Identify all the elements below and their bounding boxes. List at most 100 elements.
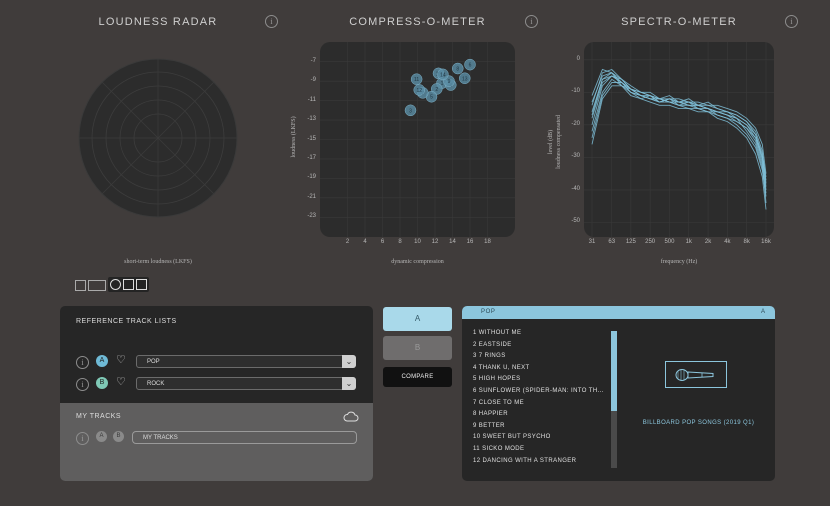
badge-a[interactable]: A	[96, 355, 108, 367]
scatter-point-label: 13	[462, 76, 468, 82]
track-list-item[interactable]: 5 HIGH HOPES	[473, 376, 521, 383]
track-list-item[interactable]: 4 THANK U, NEXT	[473, 364, 530, 371]
view-square-icon	[136, 279, 147, 290]
view-wide-rect-icon	[88, 280, 106, 291]
playlist-name: POP	[481, 309, 496, 315]
info-icon[interactable]: i	[76, 378, 89, 391]
y-tick-label: -21	[307, 193, 316, 200]
scatter-point	[413, 84, 425, 96]
track-list-scrollbar[interactable]	[611, 331, 617, 468]
cloud-icon[interactable]	[343, 409, 359, 427]
spectro-y-ticks: 0 -10 -20 -30 -40 -50	[564, 42, 582, 237]
scatter-point-label: 1	[441, 81, 444, 87]
my-tracks-badge-a[interactable]: A	[96, 431, 107, 442]
spectrum-series-line	[591, 68, 767, 184]
y-tick-label: -7	[310, 57, 316, 64]
spectro-plot-area	[584, 42, 774, 237]
info-icon[interactable]: i	[76, 432, 89, 445]
track-list-item[interactable]: 2 EASTSIDE	[473, 341, 512, 348]
x-tick-label: 500	[664, 239, 675, 245]
spectrum-series-line	[591, 75, 767, 204]
scatter-point-label: 6	[469, 63, 472, 69]
chevron-down-icon[interactable]: ⌄	[342, 355, 356, 368]
reference-track-lists-title: REFERENCE TRACK LISTS	[76, 318, 177, 325]
playlist-header: POP A	[462, 306, 775, 319]
info-icon[interactable]: i	[525, 15, 538, 28]
track-list-item[interactable]: 7 CLOSE TO ME	[473, 399, 524, 406]
y-tick-label: -9	[310, 77, 316, 84]
x-tick-label: 16k	[761, 239, 771, 245]
scatter-point	[410, 73, 423, 85]
track-list-item[interactable]: 11 SICKO MODE	[473, 445, 525, 452]
compress-plot-area: 1234567891011121314	[320, 42, 515, 237]
loudness-radar	[78, 58, 238, 218]
x-tick-label: 16	[466, 239, 474, 245]
spectrum-series-line	[591, 68, 767, 174]
badge-b[interactable]: B	[96, 377, 108, 389]
x-tick-label: 4	[363, 239, 367, 245]
spectro-lines	[584, 42, 774, 237]
view-toggle-expanded[interactable]	[108, 277, 149, 292]
y-tick-label: -40	[571, 185, 580, 192]
x-tick-label: 4k	[724, 239, 731, 245]
track-list-item[interactable]: 9 BETTER	[473, 422, 505, 429]
my-tracks-badge-b[interactable]: B	[113, 431, 124, 442]
chevron-down-icon[interactable]: ⌄	[342, 377, 356, 390]
info-icon[interactable]: i	[265, 15, 278, 28]
my-tracks-field[interactable]: MY TRACKS	[132, 431, 357, 444]
info-icon[interactable]: i	[785, 15, 798, 28]
scrollbar-thumb[interactable]	[611, 331, 617, 411]
spectro-y-label-line1: level (dB)	[548, 129, 554, 155]
y-tick-label: 0	[576, 55, 580, 62]
compare-button[interactable]: COMPARE	[383, 367, 452, 387]
x-tick-label: 8k	[743, 239, 750, 245]
compress-x-ticks: 2 4 6 8 10 12 14 16 18	[320, 239, 515, 249]
reference-list-b-value: ROCK	[147, 381, 165, 387]
heart-icon[interactable]: ♡	[116, 376, 126, 388]
info-icon[interactable]: i	[76, 356, 89, 369]
scatter-point-label: 8	[456, 67, 459, 73]
spectrum-series-line	[591, 72, 767, 187]
spectro-y-label-line2: loudness compensated	[556, 115, 562, 169]
spectr-o-meter-title: SPECTR-O-METER	[621, 16, 737, 28]
spectrum-series-line	[591, 75, 767, 197]
track-list-item[interactable]: 8 HAPPIER	[473, 411, 508, 418]
heart-icon[interactable]: ♡	[116, 354, 126, 366]
x-tick-label: 1k	[685, 239, 692, 245]
scatter-point-label: 5	[430, 95, 433, 101]
view-circle-icon	[110, 279, 121, 290]
view-toggle-compact[interactable]	[75, 279, 107, 292]
x-tick-label: 63	[608, 239, 616, 245]
reference-list-a-dropdown[interactable]: POP ⌄	[136, 355, 356, 368]
scatter-point	[464, 58, 476, 71]
track-list-item[interactable]: 3 7 RINGS	[473, 353, 506, 360]
scatter-point-label: 11	[414, 77, 419, 83]
compare-a-button[interactable]: A	[383, 307, 452, 331]
radar-x-label: short-term loudness (LKFS)	[124, 259, 192, 265]
x-tick-label: 125	[625, 239, 636, 245]
reference-track-lists-panel: REFERENCE TRACK LISTS i A ♡ POP ⌄ i B ♡ …	[60, 306, 373, 481]
y-tick-label: -10	[571, 88, 580, 95]
reference-list-b-dropdown[interactable]: ROCK ⌄	[136, 377, 356, 390]
track-list-item[interactable]: 6 SUNFLOWER (SPIDER-MAN: INTO TH...	[473, 387, 604, 394]
compare-b-button[interactable]: B	[383, 336, 452, 360]
radar-dial	[78, 58, 238, 218]
track-list-item[interactable]: 10 SWEET BUT PSYCHO	[473, 434, 551, 441]
y-tick-label: -15	[307, 135, 316, 142]
track-list-item[interactable]: 1 WITHOUT ME	[473, 330, 522, 336]
scatter-point	[459, 72, 471, 84]
view-square-icon	[123, 279, 134, 290]
compress-x-label: dynamic compression	[391, 259, 444, 265]
y-tick-label: -17	[307, 154, 316, 161]
track-list-item[interactable]: 12 DANCING WITH A STRANGER	[473, 457, 577, 464]
track-list: 1 WITHOUT ME 2 EASTSIDE 3 7 RINGS 4 THANK U…	[473, 330, 613, 469]
spectrum-series-line	[591, 82, 767, 194]
x-tick-label: 2	[345, 239, 350, 245]
playlist-tag: A	[760, 309, 765, 315]
scatter-point-label: 2	[435, 87, 438, 93]
scatter-point-label: 9	[448, 79, 451, 85]
y-tick-label: -19	[307, 174, 316, 181]
x-tick-label: 250	[645, 239, 656, 245]
scatter-point	[452, 62, 464, 75]
x-tick-label: 12	[431, 239, 439, 245]
